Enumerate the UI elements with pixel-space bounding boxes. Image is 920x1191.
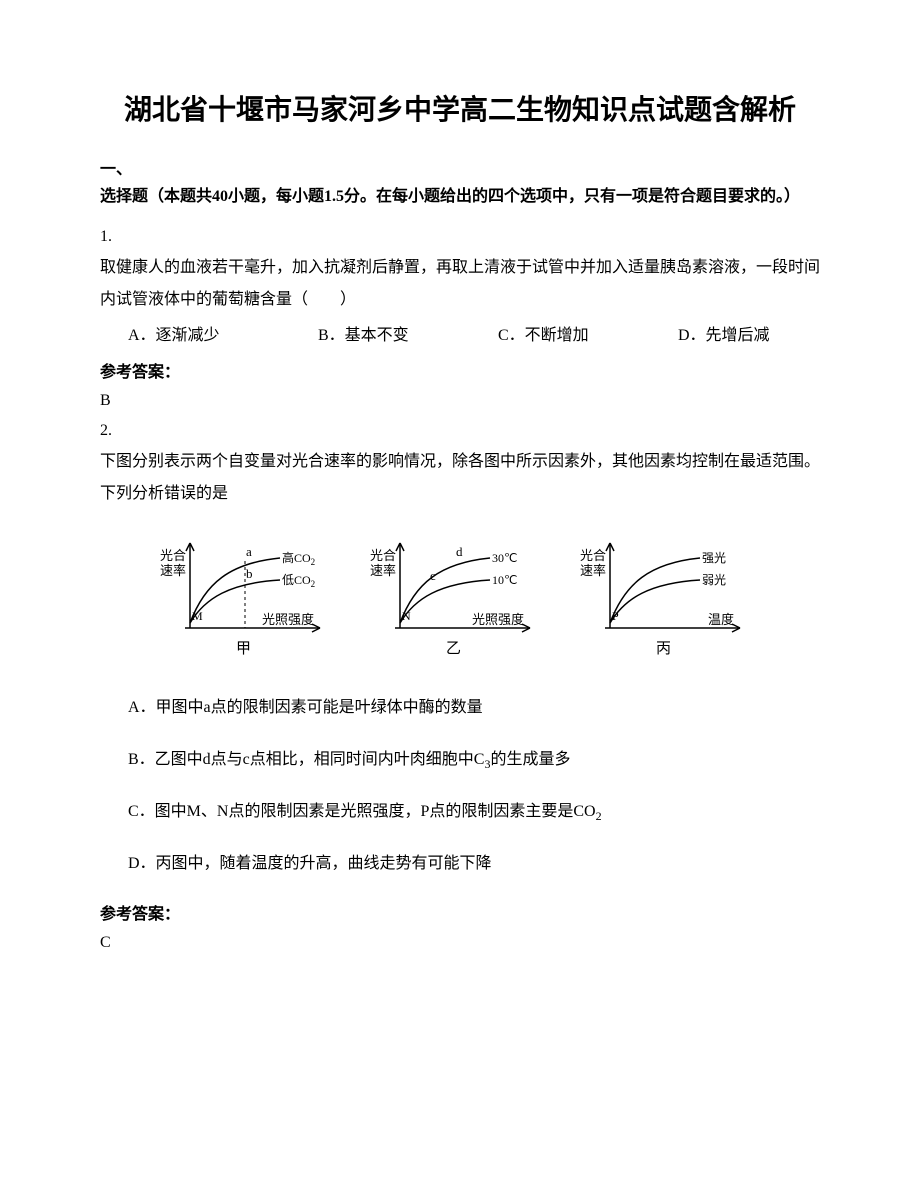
chart-yi: d c N 光合 速率 30℃ 10℃ 光照强度 乙 <box>360 528 560 668</box>
q2-answer: C <box>100 934 820 952</box>
chart-bing-xlabel: 温度 <box>708 612 734 627</box>
q2-number: 2. <box>100 422 820 440</box>
q2-choice-b-pre: B．乙图中d点与c点相比，相同时间内叶肉细胞中C <box>128 751 484 768</box>
chart-yi-d-label: d <box>456 544 463 559</box>
page-title: 湖北省十堰市马家河乡中学高二生物知识点试题含解析 <box>100 90 820 132</box>
q2-figure-row: a b M 光合 速率 高CO2 低CO2 光照强度 甲 d c N 光合 速率… <box>100 528 820 668</box>
q1-text: 取健康人的血液若干毫升，加入抗凝剂后静置，再取上清液于试管中并加入适量胰岛素溶液… <box>100 252 820 316</box>
section-heading-line2: 选择题（本题共40小题，每小题1.5分。在每小题给出的四个选项中，只有一项是符合… <box>100 188 800 205</box>
section-heading-line1: 一、 <box>100 161 132 178</box>
q1-number: 1. <box>100 228 820 246</box>
chart-bing-ylabel-2: 速率 <box>580 563 606 578</box>
chart-yi-n-label: N <box>402 609 411 623</box>
q1-options: A．逐渐减少 B．基本不变 C．不断增加 D．先增后减 <box>100 320 820 352</box>
chart-jia-ylabel-1: 光合 <box>160 548 186 563</box>
q2-choice-a: A．甲图中a点的限制因素可能是叶绿体中酶的数量 <box>100 692 820 724</box>
chart-bing-line2-label: 弱光 <box>702 573 726 587</box>
chart-yi-ylabel-2: 速率 <box>370 563 396 578</box>
q2-choice-c-pre: C．图中M、N点的限制因素是光照强度，P点的限制因素主要是CO <box>128 803 596 820</box>
chart-jia-below: 甲 <box>236 641 251 657</box>
q2-choice-c: C．图中M、N点的限制因素是光照强度，P点的限制因素主要是CO2 <box>100 796 820 828</box>
section-heading: 一、 选择题（本题共40小题，每小题1.5分。在每小题给出的四个选项中，只有一项… <box>100 156 820 210</box>
q2-choice-c-sub: 2 <box>596 810 602 824</box>
exam-page: 湖北省十堰市马家河乡中学高二生物知识点试题含解析 一、 选择题（本题共40小题，… <box>0 0 920 1024</box>
chart-jia-ylabel-2: 速率 <box>160 563 186 578</box>
q1-answer-label: 参考答案： <box>100 358 820 382</box>
q1-option-c: C．不断增加 <box>498 320 678 352</box>
chart-jia-line2-label: 低CO2 <box>282 573 315 589</box>
chart-bing: P 光合 速率 强光 弱光 温度 丙 <box>570 528 770 668</box>
chart-yi-line2-label: 10℃ <box>492 573 517 587</box>
chart-bing-p-label: P <box>612 609 619 623</box>
chart-jia-m-label: M <box>192 609 203 623</box>
q2-choice-d: D．丙图中，随着温度的升高，曲线走势有可能下降 <box>100 848 820 880</box>
chart-jia-line1-label: 高CO2 <box>282 550 315 567</box>
chart-yi-ylabel-1: 光合 <box>370 548 396 563</box>
chart-jia: a b M 光合 速率 高CO2 低CO2 光照强度 甲 <box>150 528 350 668</box>
chart-yi-xlabel: 光照强度 <box>472 612 524 627</box>
chart-bing-ylabel-1: 光合 <box>580 548 606 563</box>
q2-text: 下图分别表示两个自变量对光合速率的影响情况，除各图中所示因素外，其他因素均控制在… <box>100 446 820 510</box>
chart-jia-xlabel: 光照强度 <box>262 612 314 627</box>
q2-choice-b-post: 的生成量多 <box>490 751 570 768</box>
q1-answer: B <box>100 392 820 410</box>
q1-option-d: D．先增后减 <box>678 320 818 352</box>
q1-option-b: B．基本不变 <box>318 320 498 352</box>
chart-yi-line1-label: 30℃ <box>492 551 517 565</box>
q2-choice-b: B．乙图中d点与c点相比，相同时间内叶肉细胞中C3的生成量多 <box>100 744 820 776</box>
q1-option-a: A．逐渐减少 <box>128 320 318 352</box>
q2-answer-label: 参考答案： <box>100 900 820 924</box>
chart-yi-below: 乙 <box>446 641 461 657</box>
chart-yi-c-label: c <box>430 568 436 583</box>
chart-bing-below: 丙 <box>656 641 671 657</box>
chart-jia-a-label: a <box>246 544 252 559</box>
chart-bing-line1-label: 强光 <box>702 551 726 565</box>
chart-jia-b-label: b <box>246 566 253 581</box>
